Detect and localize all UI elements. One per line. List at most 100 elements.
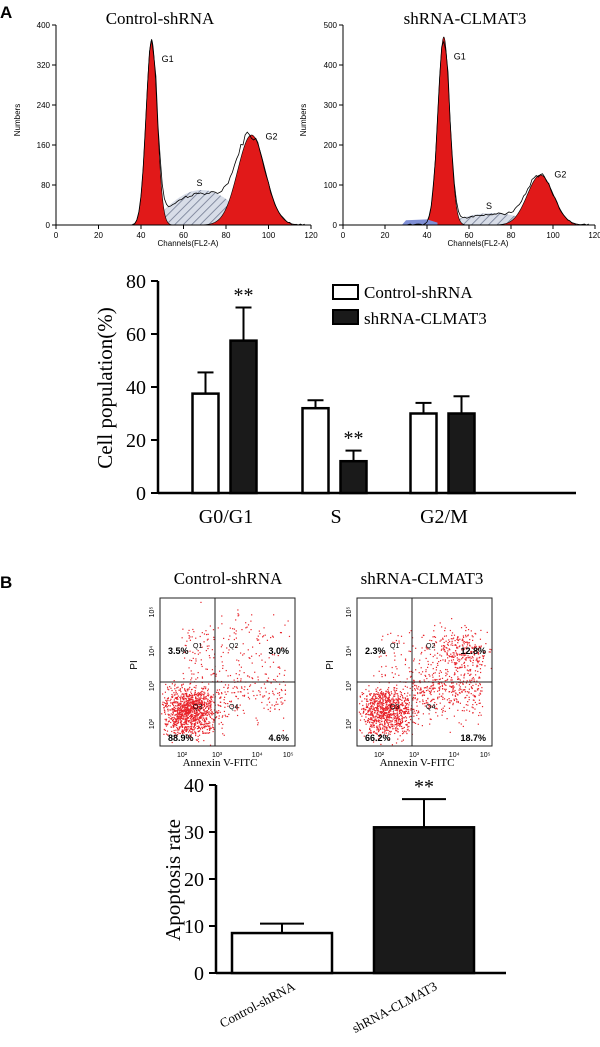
scatter-point	[249, 657, 251, 659]
scatter-point	[373, 726, 375, 728]
scatter-point	[478, 657, 480, 659]
scatter-point	[185, 700, 187, 702]
scatter-point	[373, 700, 375, 702]
scatter-point	[207, 725, 210, 727]
scatter-point	[372, 702, 374, 704]
scatter-point	[377, 702, 380, 705]
scatter-point	[377, 728, 379, 730]
scatter-point	[400, 704, 402, 706]
scatter-point	[374, 718, 376, 720]
scatter-point	[386, 707, 388, 709]
scatter-point	[372, 714, 374, 717]
scatter-point	[190, 691, 192, 693]
scatter-point	[185, 713, 187, 715]
scatter-point	[446, 699, 449, 701]
scatter-point	[440, 655, 443, 657]
scatter-point	[261, 701, 263, 704]
scatter-point	[470, 652, 472, 654]
scatter-point	[259, 691, 261, 693]
scatter-point	[379, 651, 382, 653]
scatter-point	[448, 707, 451, 709]
scatter-point	[211, 724, 214, 726]
scatter-point	[410, 670, 412, 673]
scatter-point	[363, 710, 365, 713]
scatter-point	[180, 695, 182, 697]
scatter-point	[439, 670, 441, 672]
scatter-point	[387, 697, 389, 699]
scatter-point	[221, 693, 223, 695]
y-tick-label: 300	[324, 101, 338, 110]
scatter-point	[423, 702, 426, 705]
scatter-point	[247, 692, 249, 694]
scatter-point	[373, 702, 375, 704]
scatter-point	[483, 651, 486, 653]
scatter-point	[369, 727, 371, 729]
legend-label-knockdown: shRNA-CLMAT3	[364, 309, 487, 328]
scatter-point	[417, 712, 419, 714]
scatter-point	[195, 687, 197, 689]
g2-peak	[202, 134, 301, 226]
scatter-point	[361, 700, 363, 702]
scatter-point	[418, 680, 421, 683]
scatter-point	[472, 707, 474, 709]
scatter-point	[229, 674, 232, 677]
scatter-point	[185, 720, 187, 722]
scatter-point	[378, 693, 380, 695]
scatter-point	[390, 709, 392, 711]
scatter-point	[166, 724, 168, 726]
scatter-point	[458, 658, 460, 660]
scatter-point	[406, 712, 408, 715]
scatter-point	[203, 687, 205, 690]
scatter-point	[231, 705, 233, 707]
scatter-point	[446, 652, 448, 654]
scatter-point	[205, 713, 208, 715]
scatter-point	[181, 637, 183, 639]
scatter-point	[178, 713, 181, 715]
scatter-point	[169, 700, 171, 702]
scatter-xlabel: Annexin V-FITC	[380, 757, 455, 769]
scatter-point	[183, 657, 186, 659]
scatter-point	[193, 716, 195, 718]
scatter-point	[175, 722, 177, 724]
scatter-point	[481, 664, 483, 666]
histogram-outline	[405, 40, 589, 226]
scatter-point	[379, 719, 381, 722]
scatter-point	[426, 677, 428, 680]
scatter-point	[204, 713, 207, 715]
scatter-point	[403, 708, 405, 710]
scatter-point	[185, 706, 187, 708]
scatter-point	[481, 690, 483, 692]
scatter-point	[228, 638, 230, 641]
scatter-point	[284, 693, 287, 695]
scatter-point	[399, 703, 401, 706]
scatter-point	[446, 653, 448, 656]
y-tick-label: 30	[184, 822, 204, 844]
scatter-point	[219, 697, 221, 699]
scatter-point	[196, 715, 198, 717]
scatter-point	[465, 654, 467, 656]
scatter-point	[381, 705, 383, 707]
scatter-point	[180, 709, 182, 712]
scatter-point	[370, 711, 372, 713]
scatter-point	[369, 694, 371, 696]
scatter-point	[386, 699, 388, 702]
scatter-point	[201, 632, 203, 634]
scatter-point	[377, 705, 379, 707]
scatter-point	[218, 717, 220, 720]
scatter-point	[380, 743, 382, 746]
scatter-point	[473, 695, 475, 698]
scatter-point	[378, 714, 380, 716]
x-tick-label: 0	[341, 231, 346, 240]
scatter-point	[395, 707, 397, 709]
scatter-point	[385, 665, 387, 667]
scatter-point	[456, 683, 458, 685]
scatter-point	[385, 734, 387, 737]
scatter-point	[172, 724, 174, 726]
scatter-point	[178, 703, 180, 705]
scatter-point	[447, 641, 449, 644]
histogram-title: shRNA-CLMAT3	[404, 9, 527, 28]
x-category-label: shRNA-CLMAT3	[349, 978, 439, 1035]
quadrant-percent: 4.6%	[268, 733, 289, 743]
scatter-point	[193, 720, 195, 722]
scatter-point	[173, 680, 175, 682]
